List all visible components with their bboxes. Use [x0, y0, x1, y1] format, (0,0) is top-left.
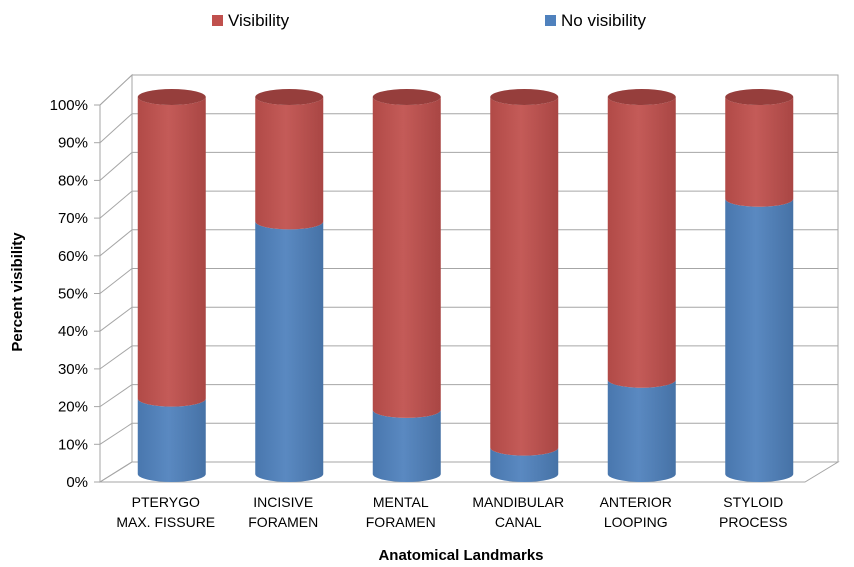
x-category-label: FORAMEN [366, 514, 436, 530]
y-tick-label: 60% [58, 248, 88, 265]
bar-segment-no-visibility [725, 198, 794, 483]
y-tick-label: 0% [66, 474, 88, 491]
y-tick-label: 80% [58, 172, 88, 189]
x-axis-categories: PTERYGO MAX. FISSURE INCISIVE FORAMEN MENTAL… [116, 494, 787, 530]
y-tick-label: 70% [58, 210, 88, 227]
gridline [99, 461, 838, 483]
gridline [99, 268, 838, 294]
y-tick-label: 50% [58, 286, 88, 303]
gridline [99, 422, 838, 445]
legend: Visibility No visibility [212, 11, 647, 30]
gridline [99, 113, 838, 144]
gridline [99, 74, 838, 106]
x-category-label: PTERYGO [132, 494, 200, 510]
bars [137, 89, 794, 483]
x-category-label: FORAMEN [248, 514, 318, 530]
gridline [99, 306, 838, 332]
bar-segment-visibility [607, 97, 676, 388]
gridline [99, 345, 838, 370]
x-axis-title: Anatomical Landmarks [378, 547, 543, 564]
y-axis-ticks: 0% 10% 20% 30% 40% 50% 60% 70% 80% 90% 100% [50, 97, 100, 491]
bar-segment-no-visibility [255, 221, 324, 482]
y-tick-label: 30% [58, 361, 88, 378]
bar-top-cap [137, 89, 206, 105]
bar-segment-visibility [490, 97, 559, 456]
y-tick-label: 40% [58, 323, 88, 340]
legend-swatch [545, 15, 556, 26]
bar-segment-visibility [725, 97, 794, 207]
x-category-label: ANTERIOR [600, 494, 672, 510]
gridlines [99, 74, 838, 483]
side-wall [99, 73, 133, 483]
x-category-label: MANDIBULAR [472, 494, 564, 510]
y-axis-title: Percent visibility [9, 232, 26, 352]
x-category-label: MENTAL [373, 494, 429, 510]
gridline [99, 229, 838, 257]
bar-top-cap [255, 89, 324, 105]
y-tick-label: 90% [58, 135, 88, 152]
bar-segment-no-visibility [490, 447, 559, 482]
bar-top-cap [372, 89, 441, 105]
bar-top-cap [607, 89, 676, 105]
x-category-label: PROCESS [719, 514, 787, 530]
bar-segment-no-visibility [372, 409, 441, 482]
x-category-label: STYLOID [723, 494, 783, 510]
x-category-label: INCISIVE [253, 494, 313, 510]
bar-segment-visibility [137, 97, 206, 407]
bar-segment-visibility [372, 97, 441, 418]
legend-label: Visibility [228, 11, 290, 30]
gridline [99, 151, 838, 181]
bar-segment-no-visibility [607, 379, 676, 482]
bar-segment-no-visibility [137, 398, 206, 482]
bar-top-cap [490, 89, 559, 105]
legend-label: No visibility [561, 11, 647, 30]
x-category-label: LOOPING [604, 514, 668, 530]
bar-top-cap [725, 89, 794, 105]
gridline [99, 190, 838, 219]
legend-swatch [212, 15, 223, 26]
y-tick-label: 10% [58, 436, 88, 453]
x-category-label: CANAL [495, 514, 542, 530]
bar-segment-visibility [255, 97, 324, 230]
y-tick-label: 100% [50, 97, 88, 114]
y-tick-label: 20% [58, 399, 88, 416]
x-category-label: MAX. FISSURE [116, 514, 215, 530]
gridline [99, 384, 838, 408]
